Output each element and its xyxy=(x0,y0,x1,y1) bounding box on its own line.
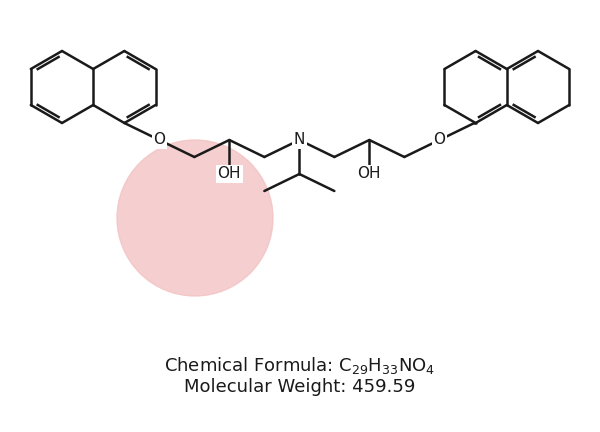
Text: O: O xyxy=(154,133,166,147)
Text: Molecular Weight: 459.59: Molecular Weight: 459.59 xyxy=(184,378,416,396)
Text: N: N xyxy=(293,133,305,147)
Text: OH: OH xyxy=(358,166,381,181)
Text: OH: OH xyxy=(218,166,241,181)
Text: O: O xyxy=(433,133,445,147)
Circle shape xyxy=(117,140,273,296)
Text: Chemical Formula: $\mathrm{C_{29}H_{33}NO_4}$: Chemical Formula: $\mathrm{C_{29}H_{33}N… xyxy=(164,355,436,376)
